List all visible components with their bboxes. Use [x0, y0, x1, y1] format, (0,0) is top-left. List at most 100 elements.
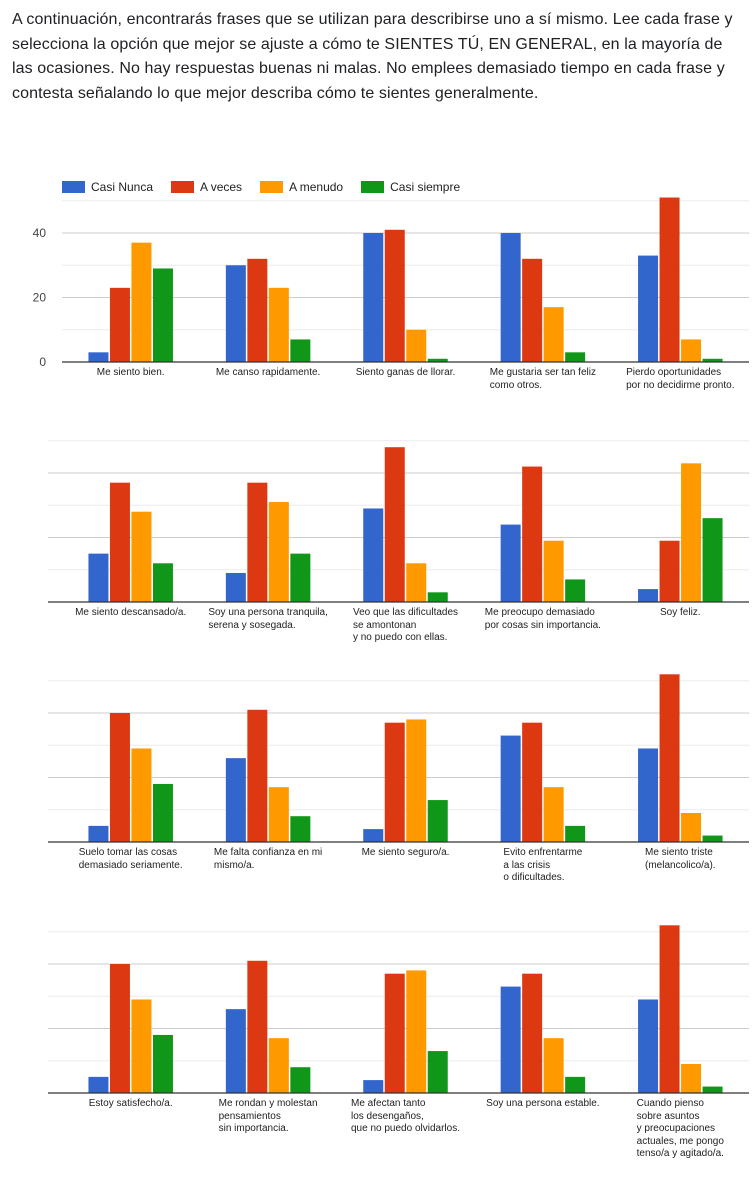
bar-a-veces: [384, 722, 405, 842]
bar-casi-nunca: [363, 508, 384, 602]
x-tick-label: Me siento bien.: [56, 367, 206, 380]
bar-a-veces: [522, 722, 543, 842]
bar-a-veces: [384, 447, 405, 602]
bar-casi-siempre: [565, 579, 586, 602]
legend-item-casi-siempre: Casi siempre: [361, 180, 460, 194]
bar-casi-nunca: [363, 1080, 384, 1093]
bar-a-veces: [384, 229, 405, 362]
bar-a-menudo: [681, 1063, 702, 1093]
x-tick-label: Estoy satisfecho/a.: [56, 1098, 206, 1111]
category-label: Soy feliz.: [660, 607, 701, 618]
bar-a-veces: [247, 482, 268, 602]
x-tick-label: Veo que las dificultades se amontonan y …: [331, 607, 481, 645]
bar-casi-nunca: [638, 589, 659, 602]
category-label: Suelo tomar las cosas demasiado seriamen…: [78, 847, 183, 871]
x-tick-label: Pierdo oportunidades por no decidirme pr…: [605, 367, 753, 392]
bar-a-veces: [109, 287, 130, 362]
bar-casi-siempre: [290, 339, 311, 362]
bar-casi-nunca: [363, 233, 384, 362]
bar-a-veces: [247, 258, 268, 362]
bar-a-menudo: [268, 1038, 289, 1093]
y-tick-label: 20: [33, 291, 47, 305]
bar-a-veces: [522, 466, 543, 602]
x-tick-label: Siento ganas de llorar.: [331, 367, 481, 380]
bar-casi-nunca: [500, 986, 521, 1093]
legend-swatch: [62, 181, 85, 193]
bar-casi-siempre: [565, 352, 586, 362]
bar-casi-nunca: [225, 758, 246, 842]
category-label: Me siento descansado/a.: [75, 607, 187, 618]
legend-label: Casi siempre: [390, 180, 461, 194]
bar-a-veces: [247, 709, 268, 842]
bar-casi-siempre: [702, 1086, 723, 1093]
legend-swatch: [171, 181, 195, 193]
bar-a-menudo: [406, 563, 427, 602]
bar-a-veces: [659, 540, 680, 602]
bar-a-veces: [384, 973, 405, 1093]
bar-a-menudo: [268, 287, 289, 362]
bar-casi-nunca: [88, 352, 109, 362]
x-tick-label: Suelo tomar las cosas demasiado seriamen…: [56, 847, 206, 872]
bar-casi-siempre: [427, 592, 448, 602]
x-tick-label: Soy una persona estable.: [468, 1098, 618, 1111]
bar-a-veces: [659, 197, 680, 362]
bar-a-menudo: [131, 999, 152, 1093]
bar-casi-siempre: [290, 553, 311, 602]
bar-a-veces: [522, 258, 543, 362]
bar-a-veces: [109, 964, 130, 1093]
category-label: Me siento seguro/a.: [361, 847, 450, 858]
x-tick-label: Me afectan tanto los desengaños, que no …: [331, 1098, 481, 1136]
x-tick-label: Me rondan y molestan pensamientos sin im…: [193, 1098, 343, 1136]
category-label: Me canso rapidamente.: [215, 367, 321, 378]
y-tick-label: 0: [39, 355, 46, 369]
bar-casi-siempre: [152, 783, 173, 842]
category-label: Soy una persona estable.: [486, 1098, 600, 1109]
bar-casi-siempre: [565, 1076, 586, 1093]
bar-a-menudo: [131, 242, 152, 362]
category-label: Soy una persona tranquila, serena y sose…: [208, 607, 328, 631]
x-tick-label: Me siento descansado/a.: [56, 607, 206, 620]
legend-label: Casi Nunca: [91, 180, 154, 194]
bar-casi-siempre: [427, 358, 448, 362]
bar-casi-nunca: [88, 553, 109, 602]
bar-casi-nunca: [225, 265, 246, 362]
bar-a-veces: [659, 674, 680, 842]
bar-casi-nunca: [500, 524, 521, 602]
x-tick-label: Me preocupo demasiado por cosas sin impo…: [468, 607, 618, 632]
legend-label: A menudo: [289, 180, 344, 194]
category-label: Me gustaria ser tan feliz como otros.: [489, 367, 596, 391]
legend-item-a-veces: A veces: [171, 180, 242, 194]
x-tick-label: Soy feliz.: [605, 607, 753, 620]
x-tick-label: Soy una persona tranquila, serena y sose…: [193, 607, 343, 632]
bar-a-menudo: [543, 1038, 564, 1093]
bar-casi-siempre: [427, 800, 448, 842]
x-tick-label: Me siento seguro/a.: [331, 847, 481, 860]
category-label: Me siento bien.: [96, 367, 165, 378]
bar-casi-nunca: [638, 748, 659, 842]
y-tick-label: 40: [33, 226, 47, 240]
bar-casi-siempre: [702, 358, 723, 362]
bar-a-menudo: [406, 329, 427, 362]
bar-a-veces: [247, 960, 268, 1093]
bar-casi-nunca: [225, 1009, 246, 1093]
category-label: Me rondan y molestan pensamientos sin im…: [218, 1098, 318, 1134]
category-label: Me falta confianza en mi mismo/a.: [213, 847, 323, 871]
bar-a-menudo: [681, 463, 702, 602]
bar-casi-siempre: [702, 518, 723, 602]
category-label: Estoy satisfecho/a.: [88, 1098, 173, 1109]
bar-a-veces: [109, 713, 130, 842]
instructions-text: A continuación, encontrarás frases que s…: [12, 11, 733, 102]
category-label: Me siento triste (melancolico/a).: [645, 847, 716, 871]
bar-casi-nunca: [88, 1076, 109, 1093]
x-tick-label: Me siento triste (melancolico/a).: [605, 847, 753, 872]
bar-casi-nunca: [638, 255, 659, 362]
bar-casi-nunca: [638, 999, 659, 1093]
bar-a-menudo: [406, 970, 427, 1093]
bar-a-menudo: [681, 812, 702, 842]
legend-label: A veces: [200, 180, 243, 194]
bar-casi-nunca: [225, 572, 246, 602]
legend-item-casi-nunca: Casi Nunca: [62, 180, 153, 194]
bar-a-menudo: [268, 502, 289, 602]
category-label: Pierdo oportunidades por no decidirme pr…: [626, 367, 735, 391]
